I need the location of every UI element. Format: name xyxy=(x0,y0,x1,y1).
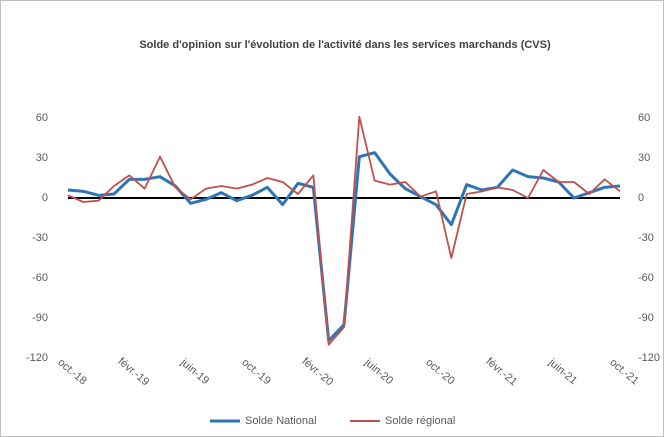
y2-tick-label: -120 xyxy=(638,352,660,364)
y-tick-label: 30 xyxy=(36,152,48,164)
y2-tick-label: 0 xyxy=(638,192,644,204)
series-line xyxy=(67,115,621,346)
y2-tick-label: 30 xyxy=(638,152,650,164)
legend-label: Solde National xyxy=(245,415,317,427)
y-tick-label: -60 xyxy=(32,272,48,284)
y-tick-label: -30 xyxy=(32,232,48,244)
y-tick-label: 60 xyxy=(36,112,48,124)
y2-tick-label: -60 xyxy=(638,272,654,284)
chart-title: Solde d'opinion sur l'évolution de l'act… xyxy=(139,39,551,51)
y2-tick-label: 60 xyxy=(638,112,650,124)
y-tick-label: 0 xyxy=(42,192,48,204)
y2-tick-label: -30 xyxy=(638,232,654,244)
y2-tick-label: -90 xyxy=(638,312,654,324)
y-tick-label: -90 xyxy=(32,312,48,324)
legend-label: Solde régional xyxy=(385,415,455,427)
y-tick-label: -120 xyxy=(26,352,48,364)
